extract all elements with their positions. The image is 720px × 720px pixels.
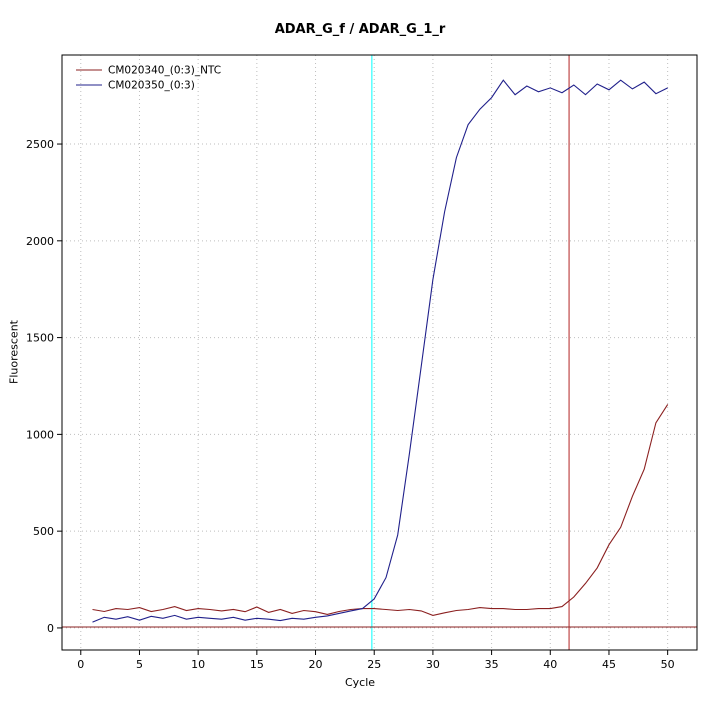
y-tick-label: 1000: [26, 428, 54, 441]
chart-title: ADAR_G_f / ADAR_G_1_r: [274, 22, 446, 37]
x-tick-label: 50: [661, 658, 675, 671]
series-line-0: [92, 404, 669, 616]
x-axis-label: Cycle: [344, 676, 376, 689]
x-tick-label: 45: [602, 658, 616, 671]
x-tick-label: 25: [367, 658, 381, 671]
x-tick-label: 15: [250, 658, 264, 671]
x-tick-label: 0: [77, 658, 84, 671]
y-tick-label: 2000: [26, 235, 54, 248]
x-tick-label: 10: [191, 658, 205, 671]
x-tick-label: 30: [426, 658, 440, 671]
x-tick-label: 40: [543, 658, 557, 671]
y-tick-label: 1500: [26, 332, 54, 345]
y-tick-label: 0: [47, 622, 54, 635]
plot-border: [61, 54, 698, 651]
x-tick-label: 20: [309, 658, 323, 671]
series-line-1: [92, 79, 668, 623]
y-tick-label: 500: [33, 525, 54, 538]
x-tick-label: 35: [485, 658, 499, 671]
legend-label-0: CM020340_(0:3)_NTC: [108, 65, 221, 77]
legend-label-1: CM020350_(0:3): [108, 80, 195, 92]
y-tick-label: 2500: [26, 138, 54, 151]
x-tick-label: 5: [136, 658, 143, 671]
